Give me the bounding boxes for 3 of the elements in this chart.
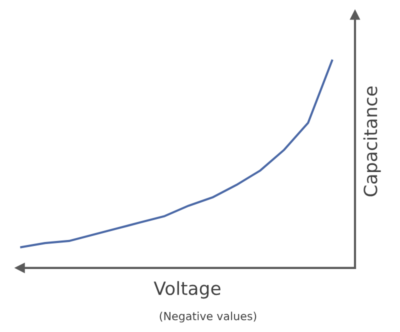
y-axis-title: Capacitance <box>363 86 381 196</box>
text: (Negative values) <box>160 312 256 322</box>
x-axis-title: Voltage <box>154 281 220 299</box>
